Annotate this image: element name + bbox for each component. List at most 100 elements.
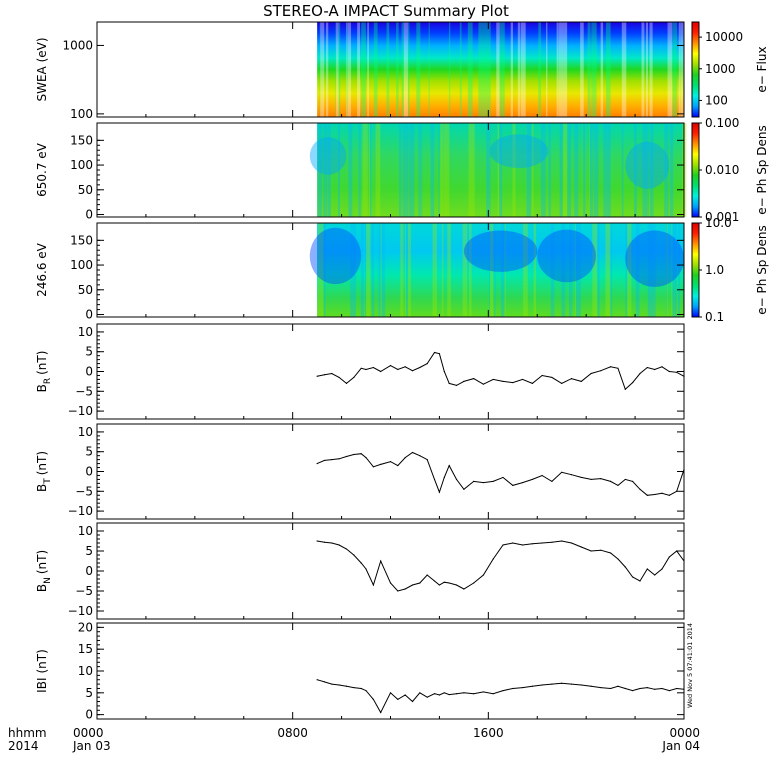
y-tick-label: −10	[68, 504, 93, 518]
streak	[357, 22, 361, 117]
y-tick-label: 0	[85, 308, 93, 322]
data-point	[676, 687, 678, 690]
y-tick-label: 5	[85, 686, 93, 700]
streak	[351, 223, 355, 317]
streak	[371, 223, 375, 317]
series-line-bn	[317, 540, 685, 592]
streak	[318, 123, 322, 217]
x-tick-date: Jan 03	[72, 739, 111, 753]
data-point	[448, 693, 450, 696]
streak	[494, 223, 496, 317]
colorbar-gradient	[691, 122, 700, 218]
streak	[478, 22, 481, 117]
data-point	[580, 380, 582, 382]
streak	[403, 22, 408, 117]
data-point	[443, 370, 445, 373]
data-point	[624, 478, 626, 481]
data-point	[380, 711, 382, 714]
streak	[561, 223, 566, 317]
data-point	[482, 691, 485, 693]
data-point	[683, 468, 685, 471]
data-point	[389, 364, 392, 367]
streak	[500, 22, 505, 117]
data-point	[473, 582, 475, 584]
streak	[672, 223, 677, 317]
panel-bn: −10 −5 0 5 10 BN (nT)	[35, 522, 685, 620]
streak	[349, 123, 353, 217]
data-point	[676, 490, 678, 492]
colorbar-tick-label: 1.0	[705, 263, 724, 277]
streak	[318, 223, 321, 317]
data-point	[561, 682, 563, 684]
streak	[345, 22, 351, 117]
streak	[654, 223, 656, 317]
data-point	[600, 549, 602, 551]
data-point	[448, 382, 450, 384]
y-tick-label: −5	[75, 484, 93, 498]
streak	[379, 223, 384, 317]
streak	[325, 22, 329, 117]
data-point	[365, 368, 367, 371]
data-point	[473, 378, 475, 380]
data-point	[426, 574, 428, 576]
x-axis-row1-label: hhmm	[8, 726, 47, 740]
streak	[489, 223, 493, 317]
data-point	[570, 474, 573, 476]
data-point	[639, 687, 641, 690]
streak	[499, 123, 502, 217]
colorbar-tick-label: 0.1	[705, 310, 724, 324]
streak	[596, 223, 598, 317]
streak	[642, 123, 648, 217]
streak	[362, 223, 364, 317]
streak	[323, 223, 326, 317]
streak	[348, 123, 350, 217]
colorbar-label: e− Ph Sp Dens	[755, 125, 769, 214]
y-axis-label: BR (nT)	[35, 351, 53, 393]
data-point	[360, 367, 362, 369]
data-point	[455, 478, 458, 481]
streak	[550, 223, 555, 317]
data-point	[448, 464, 450, 467]
streak	[680, 22, 684, 117]
data-point	[624, 687, 626, 690]
data-point	[531, 478, 533, 481]
y-tick-label: 100	[70, 107, 93, 121]
data-point	[502, 380, 504, 382]
x-tick-label: 0800	[277, 726, 308, 740]
data-point	[316, 540, 318, 542]
panel-frame	[96, 622, 685, 720]
streak	[421, 123, 423, 217]
streak	[567, 123, 572, 217]
data-point	[433, 478, 436, 481]
streak	[441, 223, 444, 317]
streak	[320, 22, 325, 117]
streak	[485, 123, 489, 217]
data-point	[360, 687, 362, 690]
plot-title: STEREO-A IMPACT Summary Plot	[263, 2, 509, 20]
data-point	[316, 375, 318, 377]
colorbar-tick-label: 100	[705, 93, 728, 107]
data-point	[632, 576, 634, 578]
streak	[349, 123, 352, 217]
streak	[468, 123, 471, 217]
streak	[350, 223, 354, 317]
y-tick-label: 0	[85, 208, 93, 222]
x-tick-label: 0000	[73, 726, 104, 740]
streak	[486, 123, 489, 217]
streak	[625, 223, 631, 317]
y-tick-label: 1000	[62, 38, 93, 52]
streak	[523, 223, 526, 317]
streak	[563, 123, 568, 217]
data-point	[617, 685, 619, 687]
data-point	[455, 693, 458, 695]
heatmap-pad246	[317, 223, 684, 317]
colorbar-gradient	[691, 21, 700, 118]
data-point	[610, 687, 612, 690]
streak	[402, 123, 407, 217]
panel-swea: 100 1000 10000 e− Flux 100 1000 SWEA (eV)	[35, 21, 769, 121]
x-tick-label: 1600	[473, 726, 504, 740]
data-point	[502, 544, 504, 546]
data-point	[590, 550, 592, 552]
heat-blob	[309, 137, 347, 175]
data-point	[404, 694, 406, 696]
